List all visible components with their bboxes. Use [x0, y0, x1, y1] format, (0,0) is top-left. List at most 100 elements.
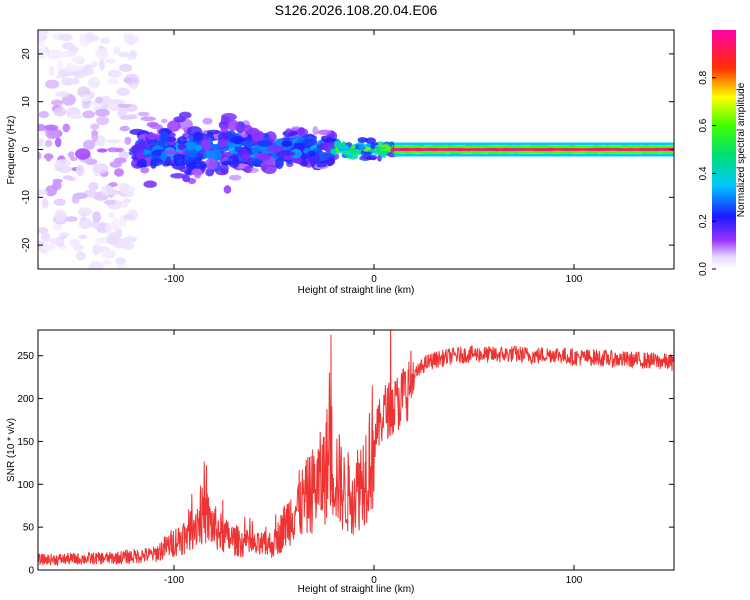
- spectrogram-cell: [38, 142, 44, 147]
- y-tick-label: 250: [17, 351, 34, 362]
- spectrogram-cell: [90, 81, 100, 86]
- spectrogram-cell: [244, 166, 252, 174]
- spectrogram-cell: [227, 119, 239, 131]
- x-tick-label: -100: [164, 575, 184, 586]
- colorbar-tick-label: 0.8: [698, 70, 709, 84]
- colorbar-gradient: [712, 30, 736, 269]
- spectrogram-cell: [111, 218, 120, 230]
- spectrogram-cell: [75, 148, 91, 160]
- spectrogram-cell: [187, 157, 195, 163]
- spectrogram-cell: [206, 129, 221, 135]
- spectrogram-cell: [59, 232, 70, 237]
- spectrogram-cell: [357, 137, 368, 143]
- spectrogram-cell: [106, 233, 119, 246]
- spectrogram-cell: [123, 236, 137, 243]
- spectrogram-cell: [192, 131, 203, 142]
- spectrogram-cell: [146, 121, 159, 128]
- spectrogram-cell: [159, 131, 169, 144]
- spectrogram-cell: [61, 42, 75, 50]
- spectrogram-cell: [65, 62, 77, 73]
- spectrogram-cell: [116, 87, 130, 96]
- spectrogram-cell: [75, 164, 85, 177]
- spectrogram-cell: [368, 149, 380, 153]
- spectrogram-cell: [54, 137, 62, 148]
- spectrogram-cell: [241, 124, 253, 133]
- spectrogram-cell: [53, 198, 66, 206]
- spectrogram-cell: [119, 125, 130, 132]
- colorbar-tick-label: 0.0: [698, 262, 709, 276]
- spectrogram-cell: [257, 139, 273, 147]
- snr-axes: -100 0 100 0 50 100 150 200 250: [17, 330, 674, 586]
- spectrogram-cell: [123, 77, 133, 83]
- spectrogram-cell: [204, 158, 218, 170]
- spectrogram-cell: [227, 130, 236, 138]
- spectrogram-cell: [317, 129, 332, 135]
- spectrogram-cell: [151, 157, 163, 167]
- spectrogram-cell: [69, 113, 83, 120]
- spectrogram-cell: [94, 246, 110, 253]
- spectrogram-cell: [358, 143, 365, 150]
- spectrogram-cell: [281, 140, 293, 147]
- spectrogram-cell: [119, 63, 133, 72]
- spectrogram-cell: [123, 198, 131, 203]
- spectrogram-cell: [108, 188, 118, 196]
- x-tick-label: -100: [164, 274, 184, 285]
- spectrogram-cell: [38, 111, 50, 119]
- spectrogram-cell: [170, 173, 186, 179]
- spectrogram-cell: [223, 185, 232, 194]
- spectrogram-cell: [45, 127, 59, 140]
- y-tick-label: -10: [21, 190, 32, 205]
- spectrogram-cell: [123, 214, 134, 221]
- spectrogram-cell: [173, 154, 183, 161]
- spectrogram-cell: [143, 180, 157, 188]
- spectrogram-cell: [52, 180, 62, 191]
- spectrogram-cell: [104, 249, 116, 259]
- colorbar-tick-label: 0.6: [698, 118, 709, 132]
- spectrogram-cell: [105, 222, 113, 234]
- spectrogram-cell: [90, 123, 100, 130]
- spectrogram-cell: [137, 158, 147, 168]
- spectrogram-cell: [366, 156, 377, 160]
- spectrogram-cell: [82, 139, 96, 150]
- spectrogram-cell: [38, 151, 42, 160]
- spectrogram-cell: [218, 139, 228, 148]
- spectrogram-cell: [394, 153, 674, 157]
- spectrogram-cell: [88, 182, 99, 191]
- spectrogram-cell: [290, 130, 298, 136]
- spectrogram-cell: [54, 209, 67, 222]
- spectrogram-cell: [337, 144, 350, 150]
- spectrogram-cell: [52, 178, 63, 183]
- spectrogram-cell: [290, 148, 302, 159]
- spectrogram-cell: [394, 142, 674, 146]
- spectrogram-cell: [48, 65, 55, 76]
- spectrogram-cell: [137, 141, 146, 151]
- spectrogram-cell: [68, 78, 80, 85]
- spectrogram-cell: [191, 162, 207, 169]
- spectrogram-cell: [82, 102, 90, 109]
- spectrogram-cell: [52, 224, 63, 231]
- spectrogram-cell: [129, 128, 145, 135]
- spectrogram-cell: [92, 163, 109, 174]
- spectrogram-cell: [98, 59, 105, 71]
- spectrogram-cell: [107, 78, 119, 85]
- y-tick-label: 200: [17, 394, 34, 405]
- spectrogram-cell: [92, 211, 102, 223]
- spectrogram-cell: [113, 157, 127, 164]
- spectrogram-cell: [394, 148, 674, 151]
- spectrogram-cell: [58, 33, 74, 42]
- spectrogram-cell: [104, 199, 116, 205]
- spectrogram-cell: [44, 139, 53, 148]
- spectrogram-cell: [251, 130, 265, 142]
- spectrogram-cell: [100, 37, 111, 45]
- spectrogram-cell: [118, 51, 130, 57]
- spectrogram-cell: [62, 123, 71, 133]
- spectrogram-cell: [55, 90, 70, 98]
- spectrogram-cell: [267, 144, 284, 153]
- spectrogram-cell: [126, 55, 135, 60]
- spectrogram-cell: [78, 234, 88, 240]
- spectrogram-cell: [160, 151, 168, 162]
- colorbar-label: Normalized spectral amplitude: [736, 82, 747, 217]
- spectrogram-cell: [38, 123, 46, 132]
